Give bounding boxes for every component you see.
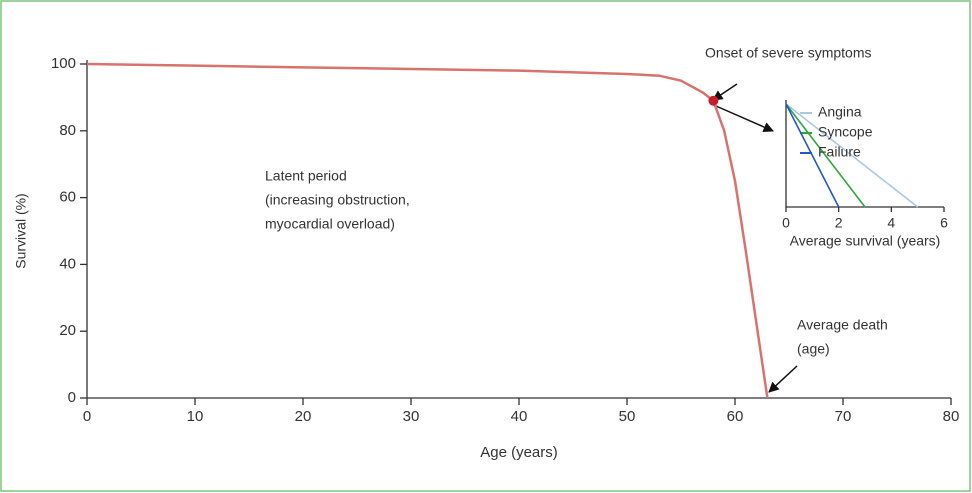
legend-label: Syncope xyxy=(818,124,873,140)
arrow xyxy=(768,365,798,393)
x-tick-label: 2 xyxy=(835,215,843,231)
x-tick-label: 60 xyxy=(727,408,744,425)
line xyxy=(785,103,919,208)
line xyxy=(785,103,840,208)
y-tick-label: 20 xyxy=(59,322,76,339)
annotation: Latent period xyxy=(265,168,347,184)
line xyxy=(785,103,866,208)
annotation: Onset of severe symptoms xyxy=(705,45,872,61)
x-axis-label: Average survival (years) xyxy=(790,233,941,249)
y-tick-label: 0 xyxy=(68,389,76,406)
arrow xyxy=(715,105,774,133)
x-tick-label: 70 xyxy=(835,408,852,425)
x-tick-label: 30 xyxy=(403,408,420,425)
annotation: (increasing obstruction, xyxy=(265,192,410,208)
x-tick-label: 4 xyxy=(887,215,895,231)
annotation: myocardial overload) xyxy=(265,216,395,232)
x-tick-label: 50 xyxy=(619,408,636,425)
y-tick-label: 40 xyxy=(59,255,76,272)
y-axis-label: Survival (%) xyxy=(13,193,29,268)
y-tick-label: 80 xyxy=(59,122,76,139)
x-tick-label: 40 xyxy=(511,408,528,425)
line xyxy=(86,62,769,399)
x-tick-label: 10 xyxy=(187,408,204,425)
x-axis-label: Age (years) xyxy=(480,444,558,461)
x-tick-label: 0 xyxy=(782,215,790,231)
legend-label: Angina xyxy=(818,104,862,120)
x-tick-label: 80 xyxy=(943,408,960,425)
x-tick-label: 20 xyxy=(295,408,312,425)
legend-label: Failure xyxy=(818,144,861,160)
onset-marker xyxy=(708,95,719,106)
y-tick-label: 100 xyxy=(51,55,76,72)
x-tick-label: 0 xyxy=(83,408,91,425)
y-tick-label: 60 xyxy=(59,189,76,206)
annotation: (age) xyxy=(797,341,830,357)
annotation: Average death xyxy=(797,317,888,333)
x-tick-label: 6 xyxy=(940,215,948,231)
